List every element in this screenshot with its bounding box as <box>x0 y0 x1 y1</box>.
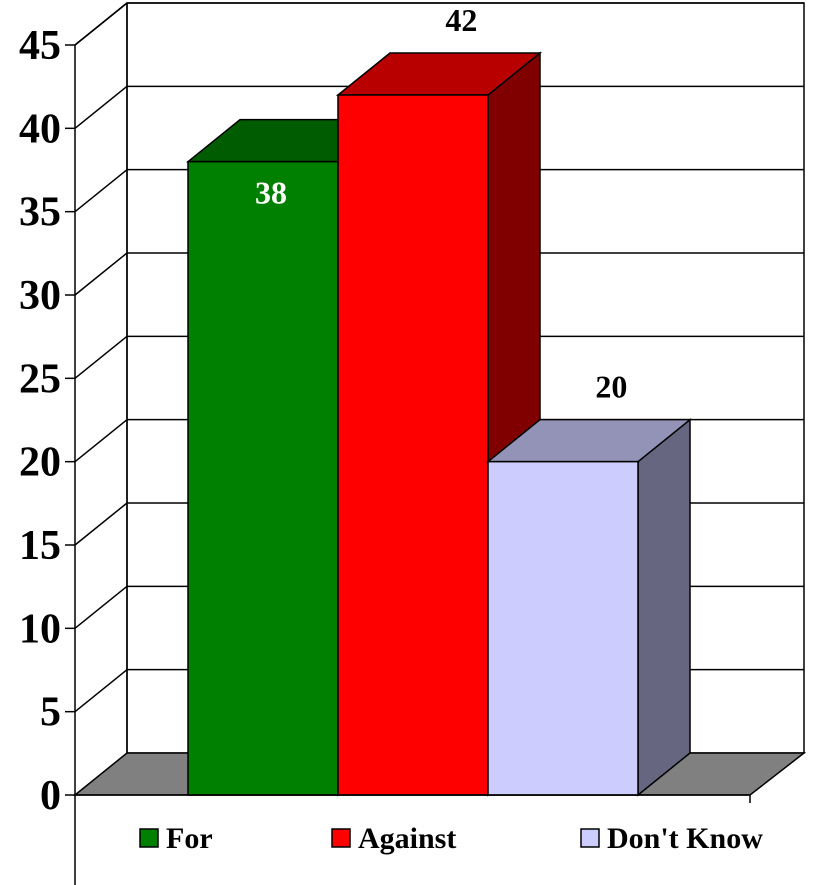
legend-label: Don't Know <box>607 822 763 855</box>
y-tick-label: 45 <box>19 23 61 69</box>
data-label: 42 <box>445 2 477 38</box>
y-tick-label: 0 <box>40 773 61 819</box>
gridline-side <box>74 585 128 629</box>
bar-don-t-know <box>485 418 693 797</box>
data-label: 20 <box>595 369 627 405</box>
y-tick-label: 25 <box>19 356 61 402</box>
bar-front <box>487 460 639 796</box>
legend-swatch <box>331 828 351 848</box>
bars <box>185 51 693 797</box>
data-label: 38 <box>255 175 287 211</box>
y-tick-label: 30 <box>19 273 61 319</box>
legend-item-against: Against <box>331 822 456 855</box>
data-labels: 38 42 20 <box>255 2 627 405</box>
gridline-side <box>74 669 128 713</box>
bar-front <box>337 94 489 796</box>
gridline-side <box>74 169 128 213</box>
gridline-side <box>74 419 128 463</box>
y-tick-label: 10 <box>19 606 61 652</box>
gridline-side <box>74 335 128 379</box>
gridline-side <box>74 85 128 129</box>
bar-front <box>187 160 339 796</box>
y-tick-label: 40 <box>19 106 61 152</box>
legend-item-for: For <box>139 822 213 855</box>
legend-item-don-t-know: Don't Know <box>580 822 763 855</box>
axes <box>74 45 751 885</box>
y-tick-labels: 0 5 10 15 20 25 30 35 40 45 <box>19 23 75 819</box>
y-tick-label: 15 <box>19 523 61 569</box>
legend-label: For <box>166 822 213 855</box>
gridline-side <box>74 502 128 546</box>
gridline-side <box>74 2 128 46</box>
legend-swatch <box>580 828 600 848</box>
y-tick-label: 5 <box>40 690 61 736</box>
legend: For Against Don't Know <box>139 822 763 855</box>
gridline-side <box>74 252 128 296</box>
legend-label: Against <box>358 822 456 855</box>
y-tick-label: 20 <box>19 440 61 486</box>
bar-side <box>637 418 691 797</box>
y-tick-label: 35 <box>19 190 61 236</box>
legend-swatch <box>139 828 159 848</box>
